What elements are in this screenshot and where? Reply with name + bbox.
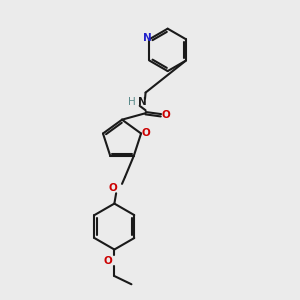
Text: H: H [128, 97, 135, 107]
Text: N: N [138, 97, 147, 107]
Text: O: O [141, 128, 150, 138]
Text: O: O [109, 183, 118, 193]
Text: O: O [162, 110, 171, 120]
Text: O: O [103, 256, 112, 266]
Text: N: N [143, 33, 152, 43]
